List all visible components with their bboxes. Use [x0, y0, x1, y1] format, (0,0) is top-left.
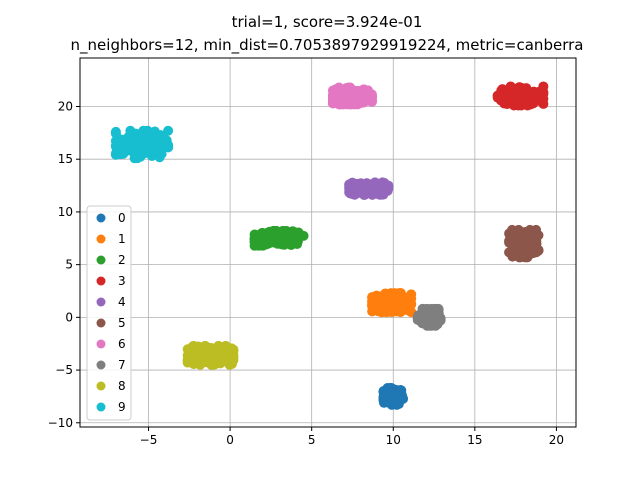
legend-marker-2	[96, 255, 106, 265]
data-points	[110, 81, 549, 410]
legend-label-2: 2	[118, 253, 126, 267]
point-cluster-9	[156, 137, 167, 148]
point-cluster-4	[344, 179, 355, 190]
y-tick-label: 15	[58, 152, 73, 166]
cluster-0	[378, 382, 409, 410]
point-cluster-5	[520, 227, 531, 238]
point-cluster-4	[377, 177, 388, 188]
point-cluster-3	[501, 98, 512, 109]
cluster-9	[110, 125, 174, 164]
x-tick-label: 20	[549, 433, 564, 447]
legend-label-0: 0	[118, 211, 126, 225]
legend-label-1: 1	[118, 232, 126, 246]
point-cluster-5	[512, 233, 523, 244]
legend-label-3: 3	[118, 274, 126, 288]
y-tick-label: −5	[55, 363, 73, 377]
legend-marker-6	[96, 339, 106, 349]
point-cluster-3	[504, 87, 515, 98]
point-cluster-6	[366, 96, 377, 107]
point-cluster-5	[528, 239, 539, 250]
y-axis-ticks: −10 −5 0 5 10 15 20	[48, 99, 80, 430]
point-cluster-0	[395, 385, 406, 396]
point-cluster-2	[275, 232, 286, 243]
chart-title-line1: trial=1, score=3.924e-01	[232, 13, 423, 31]
point-cluster-5	[519, 245, 530, 256]
legend-label-4: 4	[118, 295, 126, 309]
y-tick-label: 20	[58, 99, 73, 113]
legend-label-8: 8	[118, 379, 126, 393]
point-cluster-9	[133, 131, 144, 142]
point-cluster-8	[213, 340, 224, 351]
point-cluster-3	[524, 88, 535, 99]
point-cluster-3	[532, 87, 543, 98]
cluster-3	[492, 81, 549, 111]
point-cluster-8	[221, 350, 232, 361]
legend-marker-8	[96, 381, 106, 391]
point-cluster-7	[435, 313, 446, 324]
legend-marker-9	[96, 402, 106, 412]
point-cluster-9	[141, 145, 152, 156]
point-cluster-7	[423, 311, 434, 322]
cluster-5	[504, 224, 544, 263]
point-cluster-9	[163, 125, 174, 136]
cluster-1	[367, 288, 417, 318]
cluster-2	[249, 225, 309, 251]
point-cluster-6	[343, 93, 354, 104]
point-cluster-5	[507, 224, 518, 235]
x-tick-label: 0	[226, 433, 234, 447]
point-cluster-9	[110, 126, 121, 137]
legend-marker-4	[96, 297, 106, 307]
point-cluster-9	[123, 131, 134, 142]
point-cluster-2	[264, 230, 275, 241]
legend-marker-1	[96, 234, 106, 244]
point-cluster-2	[291, 231, 302, 242]
cluster-6	[327, 82, 378, 110]
point-cluster-4	[369, 186, 380, 197]
legend-label-6: 6	[118, 337, 126, 351]
point-cluster-3	[494, 90, 505, 101]
x-tick-label: −5	[140, 433, 158, 447]
legend: 0 1 2 3 4 5 6 7 8 9	[86, 205, 132, 421]
legend-marker-7	[96, 360, 106, 370]
point-cluster-6	[327, 96, 338, 107]
legend-marker-5	[96, 318, 106, 328]
cluster-7	[412, 303, 446, 331]
point-cluster-6	[366, 89, 377, 100]
point-cluster-1	[371, 300, 382, 311]
legend-marker-3	[96, 276, 106, 286]
point-cluster-0	[387, 394, 398, 405]
x-tick-label: 15	[467, 433, 482, 447]
point-cluster-8	[185, 350, 196, 361]
point-cluster-2	[256, 238, 267, 249]
point-cluster-8	[198, 354, 209, 365]
x-tick-label: 10	[386, 433, 401, 447]
y-tick-label: −10	[48, 416, 73, 430]
y-tick-label: 0	[65, 310, 73, 324]
plot-area-frame	[79, 57, 577, 428]
y-tick-label: 5	[65, 258, 73, 272]
chart-title-line2: n_neighbors=12, min_dist=0.7053897929919…	[71, 36, 584, 55]
x-axis-ticks: −5 0 5 10 15 20	[140, 427, 564, 447]
point-cluster-1	[393, 294, 404, 305]
x-tick-label: 5	[308, 433, 316, 447]
point-cluster-9	[125, 143, 136, 154]
cluster-4	[344, 177, 394, 201]
point-cluster-4	[356, 182, 367, 193]
legend-label-7: 7	[118, 358, 126, 372]
point-cluster-9	[154, 152, 165, 163]
y-tick-label: 10	[58, 205, 73, 219]
grid-lines	[80, 58, 576, 427]
legend-label-9: 9	[118, 400, 126, 414]
point-cluster-8	[191, 344, 202, 355]
legend-label-5: 5	[118, 316, 126, 330]
point-cluster-6	[354, 86, 365, 97]
point-cluster-8	[188, 359, 199, 370]
legend-marker-0	[96, 213, 106, 223]
point-cluster-3	[514, 82, 525, 93]
cluster-8	[182, 340, 239, 370]
point-cluster-8	[228, 355, 239, 366]
